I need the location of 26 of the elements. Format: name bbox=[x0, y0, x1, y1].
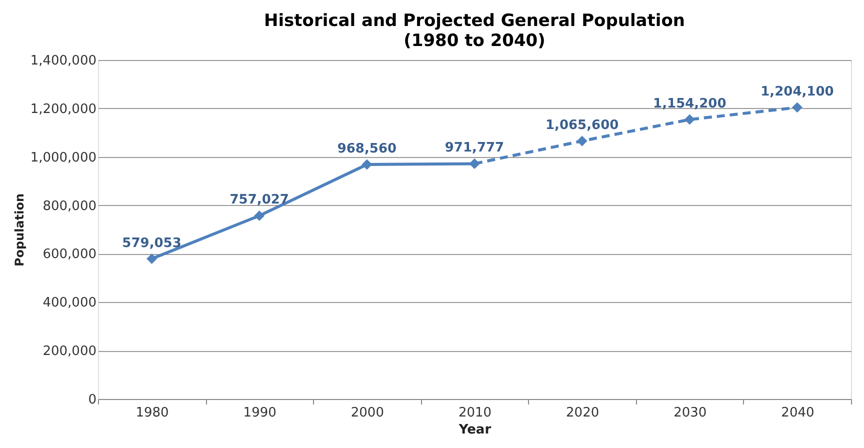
data-label: 968,560 bbox=[337, 141, 397, 156]
x-tick-label: 1980 bbox=[136, 406, 169, 420]
data-label: 1,065,600 bbox=[545, 118, 619, 133]
data-label: 1,154,200 bbox=[653, 96, 726, 112]
x-tick-label: 2040 bbox=[781, 406, 814, 420]
data-label: 579,053 bbox=[122, 236, 182, 251]
chart-subtitle: (1980 to 2040) bbox=[404, 31, 546, 51]
x-tick-label: 1990 bbox=[243, 406, 276, 420]
data-label: 1,204,100 bbox=[760, 84, 834, 100]
y-axis-title: Population bbox=[12, 193, 26, 267]
x-tick-label: 2030 bbox=[674, 406, 707, 420]
y-tick-label: 400,000 bbox=[42, 296, 96, 311]
y-tick-label: 600,000 bbox=[42, 247, 96, 262]
y-tick-label: 1,000,000 bbox=[30, 150, 96, 166]
x-tick-label: 2000 bbox=[350, 406, 384, 420]
chart-title: Historical and Projected General Population bbox=[264, 11, 686, 31]
x-tick-label: 2020 bbox=[566, 406, 600, 420]
y-tick-label: 800,000 bbox=[42, 198, 96, 214]
data-label: 757,027 bbox=[230, 192, 289, 208]
y-tick-label: 1,200,000 bbox=[30, 102, 96, 117]
y-tick-label: 0 bbox=[88, 392, 96, 408]
y-tick-label: 1,400,000 bbox=[30, 54, 96, 68]
x-tick-label: 2010 bbox=[458, 406, 492, 420]
x-axis-title: Year bbox=[458, 422, 492, 438]
data-label: 971,777 bbox=[444, 140, 504, 156]
y-tick-label: 200,000 bbox=[42, 344, 96, 360]
